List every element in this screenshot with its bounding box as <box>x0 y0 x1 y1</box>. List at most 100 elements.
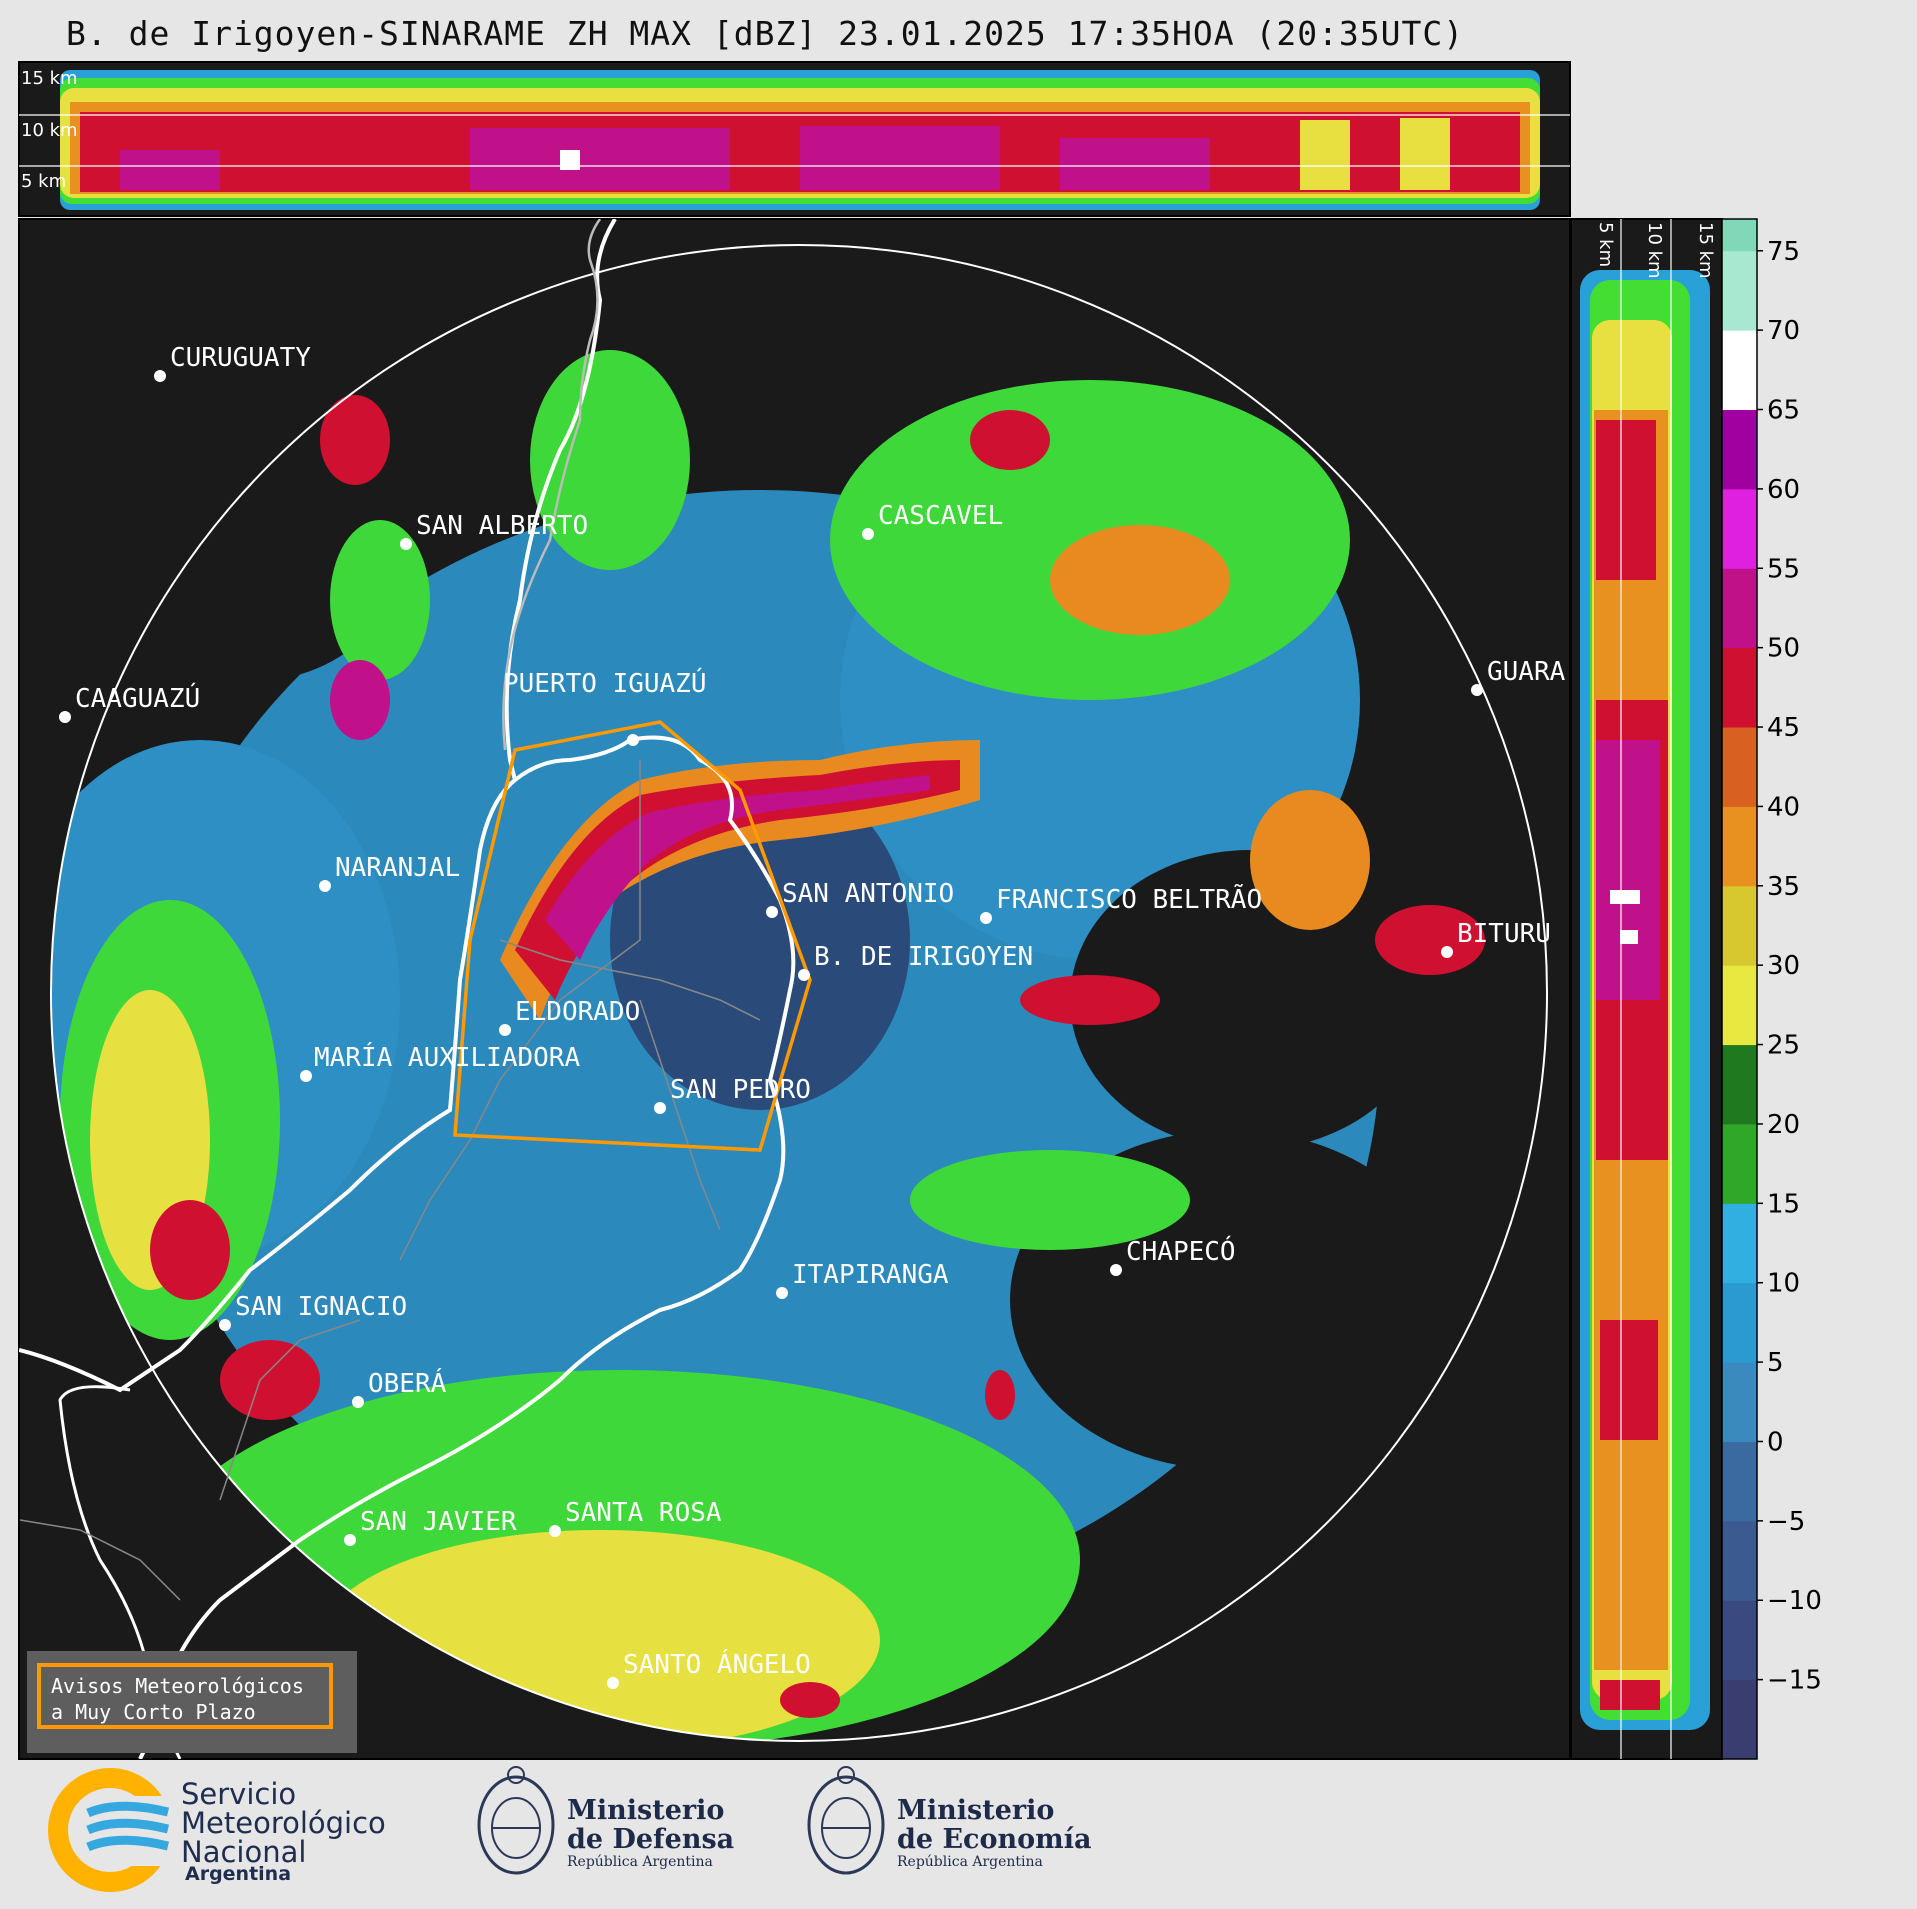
city-marker-icon <box>980 912 992 924</box>
colorbar-segment <box>1722 1600 1757 1681</box>
city-label: MARÍA AUXILIADORA <box>314 1041 580 1073</box>
city-label: ITAPIRANGA <box>792 1260 949 1290</box>
city-label: OBERÁ <box>368 1367 447 1399</box>
colorbar-segment <box>1722 1441 1757 1522</box>
city-marker-icon <box>154 370 166 382</box>
storm-cell <box>1300 820 1340 880</box>
side-cross-section-panel: 5 km 10 km 15 km <box>1570 218 1723 1760</box>
colorbar-segment <box>1722 568 1757 649</box>
city-label: SAN PEDRO <box>670 1075 811 1105</box>
top-height-label: 15 km <box>21 68 78 89</box>
side-height-label: 15 km <box>1695 222 1716 279</box>
colorbar-tick-label: −10 <box>1767 1586 1822 1616</box>
defensa-logo-text: Ministerio de Defensa República Argentin… <box>567 1796 734 1870</box>
colorbar-tick-label: 75 <box>1767 237 1800 267</box>
city-label: FRANCISCO BELTRÃO <box>996 883 1262 915</box>
alert-line-1: Avisos Meteorológicos <box>51 1674 304 1698</box>
colorbar-tick-label: 45 <box>1767 713 1800 743</box>
smn-logo <box>48 1768 178 1892</box>
colorbar-segment <box>1722 219 1757 252</box>
colorbar-border <box>1721 218 1758 1760</box>
colorbar-segment <box>1722 1679 1757 1760</box>
top-height-label: 10 km <box>21 120 78 141</box>
country-border <box>138 219 796 1759</box>
defensa-seal-icon <box>477 1766 555 1875</box>
economia-logo-text: Ministerio de Economía República Argenti… <box>897 1796 1091 1870</box>
city-label: SANTA ROSA <box>565 1498 722 1528</box>
colorbar-tick-label: 15 <box>1767 1189 1800 1219</box>
department-borders <box>19 760 761 1601</box>
colorbar-segment <box>1722 965 1757 1046</box>
city-label: BITURU <box>1457 919 1551 949</box>
river-line <box>502 219 602 751</box>
economia-line-3: República Argentina <box>897 1854 1043 1870</box>
city-marker-icon <box>59 711 71 723</box>
colorbar-segment <box>1722 647 1757 728</box>
city-marker-icon <box>1471 684 1483 696</box>
radar-range-ring <box>50 244 1548 1742</box>
colorbar-segment <box>1722 727 1757 807</box>
top-height-label: 5 km <box>21 171 66 192</box>
smn-logo-text: Servicio Meteorológico Nacional <box>181 1780 386 1867</box>
colorbar-segment <box>1722 1282 1757 1363</box>
colorbar-tick-label: 40 <box>1767 792 1800 822</box>
colorbar-tick-label: 50 <box>1767 634 1800 664</box>
city-marker-icon <box>862 528 874 540</box>
city-label: CURUGUATY <box>170 343 311 373</box>
city-label: SAN JAVIER <box>360 1507 517 1537</box>
city-label: ELDORADO <box>515 997 640 1027</box>
city-marker-icon <box>400 538 412 550</box>
city-marker-icon <box>549 1525 561 1537</box>
warning-polygon <box>453 720 812 1152</box>
city-label: SAN ANTONIO <box>782 879 954 909</box>
defensa-line-1: Ministerio <box>567 1795 725 1826</box>
alert-line-2: a Muy Corto Plazo <box>51 1700 256 1724</box>
reflectivity-colorbar <box>1721 218 1758 1760</box>
colorbar-segment <box>1722 1123 1757 1204</box>
colorbar-segment <box>1722 806 1757 887</box>
city-marker-icon <box>319 880 331 892</box>
colorbar-tick-label: −5 <box>1767 1507 1805 1537</box>
city-marker-icon <box>1441 946 1453 958</box>
city-marker-icon <box>219 1319 231 1331</box>
city-label: B. DE IRIGOYEN <box>814 942 1033 972</box>
colorbar-tick-label: 55 <box>1767 554 1800 584</box>
colorbar-segment <box>1722 1203 1757 1284</box>
colorbar-tick-label: −15 <box>1767 1666 1822 1696</box>
defensa-line-2: de Defensa <box>567 1824 735 1855</box>
colorbar-tick-label: 65 <box>1767 396 1800 426</box>
radar-map-panel: CURUGUATY SAN ALBERTO CASCAVEL CAAGUAZÚ GUAR… <box>18 218 1571 1760</box>
colorbar-segment <box>1722 409 1757 490</box>
city-label: PUERTO IGUAZÚ <box>503 667 707 699</box>
city-label: GUARA <box>1487 657 1566 687</box>
city-label: SAN IGNACIO <box>235 1292 407 1322</box>
storm-cell <box>320 395 390 485</box>
top-cross-section-panel: 15 km 10 km 5 km <box>18 61 1571 217</box>
city-marker-icon <box>627 734 639 746</box>
city-marker-icon <box>654 1102 666 1114</box>
city-labels-layer: CURUGUATY SAN ALBERTO CASCAVEL CAAGUAZÚ GUAR… <box>59 343 1566 1689</box>
colorbar-tick-label: 60 <box>1767 475 1800 505</box>
smn-line-3: Nacional <box>181 1835 307 1869</box>
alert-box: Avisos Meteorológicos a Muy Corto Plazo <box>27 1651 357 1753</box>
city-label: CHAPECÓ <box>1126 1235 1236 1267</box>
colorbar-segment <box>1722 1362 1757 1442</box>
side-height-label: 5 km <box>1595 222 1616 267</box>
colorbar-tick-label: 25 <box>1767 1031 1800 1061</box>
city-marker-icon <box>1110 1264 1122 1276</box>
economia-line-1: Ministerio <box>897 1795 1055 1826</box>
city-marker-icon <box>798 969 810 981</box>
colorbar-tick-label: 10 <box>1767 1269 1800 1299</box>
city-marker-icon <box>300 1070 312 1082</box>
city-label: SANTO ÁNGELO <box>623 1648 811 1680</box>
colorbar-tick-label: 30 <box>1767 951 1800 981</box>
country-border <box>19 778 517 1393</box>
smn-line-1: Servicio <box>181 1777 297 1811</box>
city-marker-icon <box>499 1024 511 1036</box>
colorbar-segment <box>1722 250 1757 331</box>
economia-line-2: de Economía <box>897 1824 1092 1855</box>
colorbar-segment <box>1722 885 1757 966</box>
defensa-line-3: República Argentina <box>567 1854 713 1870</box>
